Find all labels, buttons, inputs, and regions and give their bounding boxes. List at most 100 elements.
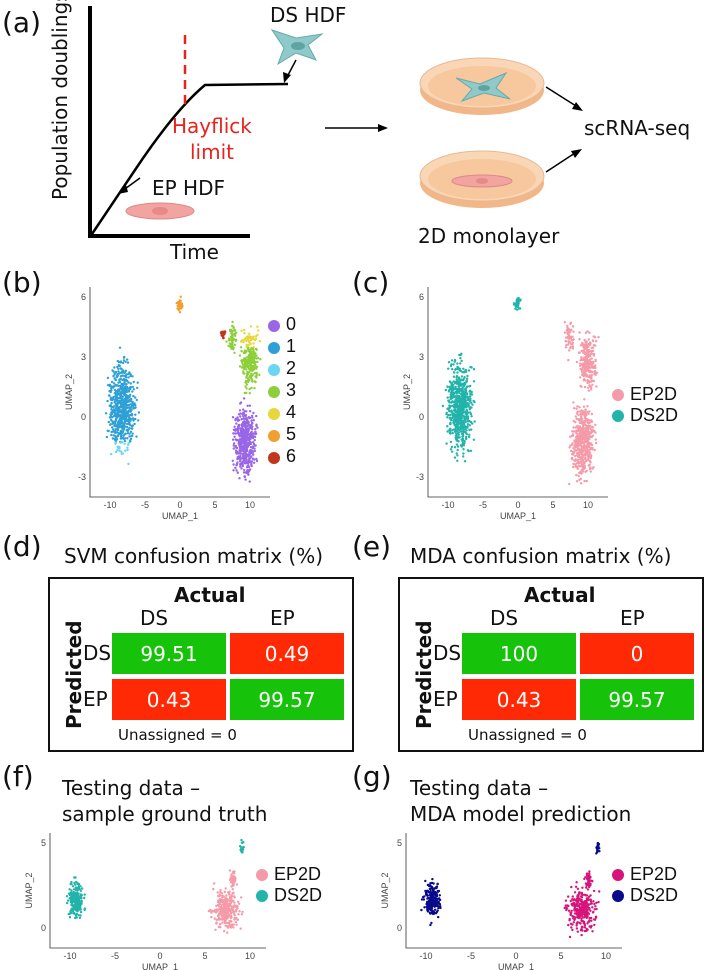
cell-point [245, 376, 248, 379]
cell-point [240, 434, 243, 438]
cell-point [227, 906, 230, 909]
cell-point [465, 408, 468, 412]
cell-point [246, 460, 249, 464]
cell-point [247, 344, 250, 347]
cell-point [582, 373, 585, 376]
cell-point [576, 922, 579, 925]
cell-point [589, 470, 592, 473]
cell-point [438, 897, 441, 900]
cell-point [563, 321, 567, 324]
cell-point [111, 397, 114, 400]
cell-point [110, 385, 113, 388]
cell-point [131, 385, 134, 389]
cell-point [180, 307, 183, 310]
cell-point [234, 432, 237, 435]
cell-point [452, 386, 455, 389]
cell-point [177, 309, 180, 312]
cell-point [248, 392, 251, 395]
cell-point [67, 912, 70, 916]
cell-point [113, 372, 116, 375]
cell-point [469, 412, 473, 416]
cell-point [569, 322, 572, 325]
cell-point [461, 405, 464, 409]
cell-point [242, 471, 246, 474]
growth-curve [90, 82, 289, 235]
cell-point [586, 432, 590, 435]
legend-item: 3 [268, 380, 296, 402]
cell-point [450, 384, 453, 388]
cell-point [119, 430, 122, 433]
mda-actual-label: Actual [524, 583, 596, 607]
cell-point [570, 342, 573, 346]
cell-point [459, 384, 463, 387]
cell-point [450, 401, 453, 404]
cell-point [220, 907, 223, 910]
cell-point [579, 444, 583, 447]
cell-point [470, 428, 473, 431]
cell-point [223, 920, 226, 923]
x-tick-label: -5 [479, 500, 487, 510]
cell-point [456, 420, 459, 424]
svm-cell-ds-ds: 99.51 [112, 633, 226, 674]
cell-point [575, 407, 578, 410]
cell-point [228, 899, 231, 903]
cell-point [581, 893, 584, 897]
cell-point [119, 360, 123, 363]
cell-point [221, 894, 224, 897]
cell-point [594, 905, 597, 908]
cell-point [591, 383, 594, 386]
cell-point [248, 356, 251, 359]
cell-point [473, 400, 476, 404]
cell-point [578, 471, 581, 475]
cell-point [125, 382, 128, 386]
cell-point [576, 405, 579, 408]
cell-point [429, 923, 432, 927]
cell-point [226, 899, 230, 902]
x-tick-label: 0 [515, 500, 520, 510]
cell-point [517, 297, 520, 300]
cell-point [592, 352, 596, 356]
cell-point [229, 916, 233, 920]
cell-point [256, 325, 259, 328]
x-tick-label: -10 [419, 951, 432, 961]
cell-point [242, 433, 246, 436]
cell-point [594, 373, 597, 377]
cell-point [131, 432, 134, 435]
cell-point [571, 341, 574, 344]
legend-f: EP2D DS2D [256, 864, 322, 906]
cell-point [122, 370, 125, 373]
panel-label-a: (a) [2, 6, 42, 39]
cell-point [236, 900, 240, 903]
cell-point [248, 410, 252, 413]
cell-point [592, 366, 595, 369]
cell-point [447, 367, 450, 370]
cell-point [78, 902, 82, 905]
cell-point [235, 439, 238, 442]
cell-point [429, 912, 433, 915]
legend-item: 0 [268, 314, 296, 336]
cell-point [226, 914, 230, 918]
cell-point [121, 430, 125, 433]
cell-point [466, 374, 469, 378]
cell-point [467, 369, 471, 372]
cell-point [591, 467, 594, 470]
cell-point [228, 920, 231, 923]
cell-point [578, 902, 581, 906]
cell-point [255, 376, 258, 379]
cell-point [588, 331, 591, 334]
cell-point [255, 366, 258, 369]
cell-point [108, 416, 112, 419]
cell-point [470, 393, 473, 396]
cell-point [233, 435, 236, 438]
cell-point [453, 456, 457, 459]
cell-point [424, 879, 427, 883]
cell-point [232, 463, 235, 466]
cell-point [235, 463, 238, 467]
axis-line [49, 833, 266, 949]
cell-point [585, 479, 588, 483]
cell-point [590, 388, 593, 391]
cell-point [438, 894, 441, 897]
cell-point [584, 331, 588, 334]
cell-point [233, 895, 236, 898]
cell-point [243, 475, 246, 478]
